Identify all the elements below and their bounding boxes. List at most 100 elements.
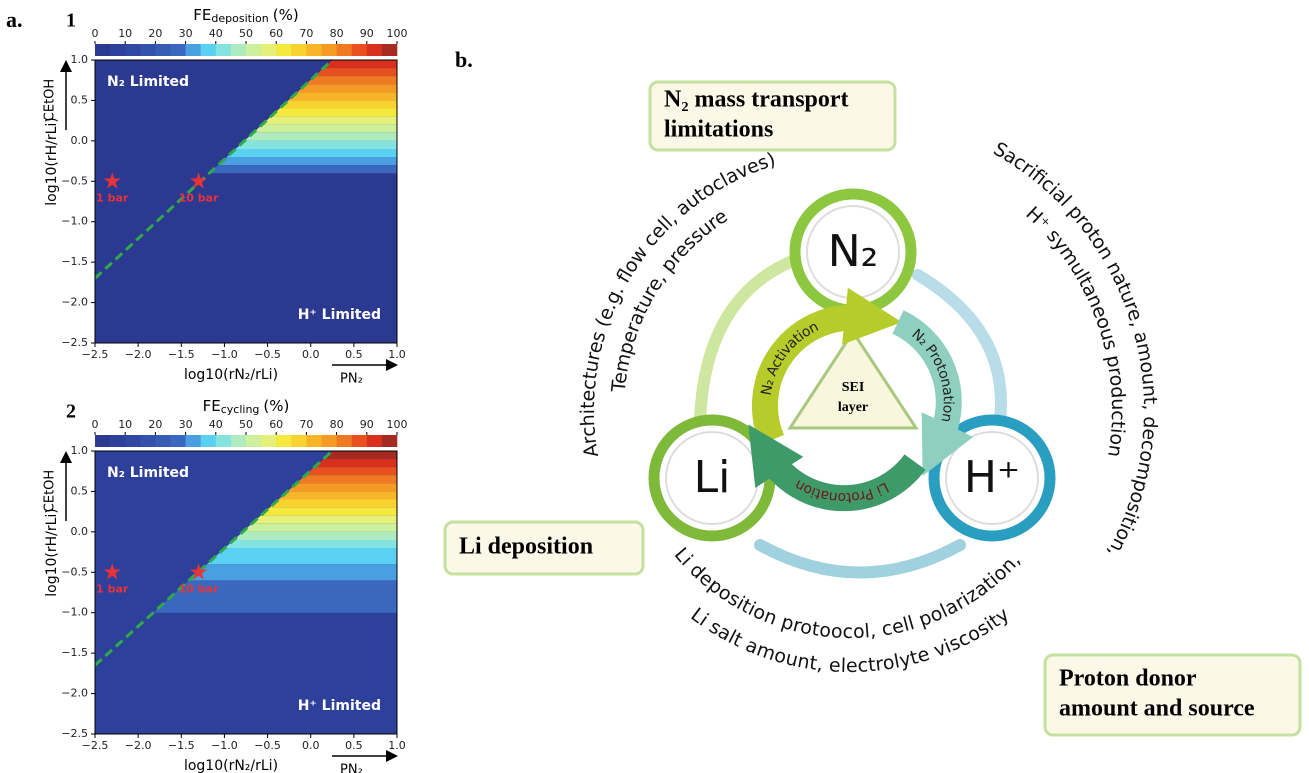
text-box [443, 520, 645, 576]
cycle-arc [694, 256, 796, 426]
x-arrow-label: PN₂ [340, 763, 363, 773]
colorbar-cell [215, 435, 232, 447]
y-tick-label: −2.0 [61, 687, 88, 700]
panel-label: a. [6, 7, 23, 32]
text-box [1043, 653, 1302, 737]
colorbar-tick-label: 10 [118, 418, 132, 431]
contour-band [296, 475, 397, 484]
contour-band [253, 124, 397, 133]
annotation: N₂ Limited [107, 465, 189, 481]
contour-band [206, 548, 397, 565]
colorbar-cell [155, 435, 171, 447]
node-label: H⁺ [964, 452, 1020, 503]
y-tick-label: −1.0 [61, 606, 88, 619]
colorbar-tick-label: 80 [330, 418, 344, 431]
box-text: limitations [664, 117, 773, 143]
colorbar-cell [291, 435, 307, 447]
colorbar-cell [381, 435, 398, 447]
boundary-line [93, 58, 334, 280]
arc-text: Architectures (e.g. flow cell, autoclave… [576, 148, 778, 459]
y-axis-label: log10(rH/rLi) [44, 117, 60, 206]
contour-band [260, 507, 397, 516]
colorbar-tick-label: 60 [269, 27, 283, 40]
colorbar-cell [336, 435, 352, 447]
colorbar-cell [95, 44, 111, 56]
node-label: Li [694, 452, 731, 503]
x-tick-label: −1.5 [168, 739, 195, 752]
contour-band [224, 539, 397, 549]
x-tick-label: −1.5 [168, 348, 195, 361]
inner-arrow [892, 310, 974, 477]
colorbar-cell [185, 44, 201, 56]
x-tick-label: 0.0 [302, 739, 320, 752]
x-tick-label: −0.5 [254, 739, 281, 752]
contour-band [270, 108, 397, 117]
y-tick-label: 0.5 [71, 484, 89, 497]
contour-band [314, 459, 397, 468]
colorbar-tick-label: 90 [360, 27, 374, 40]
colorbar-cell [336, 44, 352, 56]
star-label: 10 bar [179, 582, 219, 595]
contour-band [235, 140, 397, 149]
colorbar-cell [125, 435, 141, 447]
contour-band [189, 564, 397, 581]
panel-number: 1 [66, 10, 76, 32]
y-tick-label: −2.0 [61, 296, 88, 309]
center-label: SEI [842, 380, 865, 395]
x-axis-label: log10(rN₂/rLi) [184, 367, 278, 383]
x-tick-label: −1.0 [211, 739, 238, 752]
colorbar-label-sub: deposition [211, 12, 268, 25]
star-marker [189, 563, 208, 580]
arc-text: H⁺ symultaneous production [1022, 202, 1130, 459]
colorbar-label-main: FE [193, 6, 211, 24]
y-tick-label: 0.0 [71, 134, 89, 147]
colorbar-cell [200, 435, 217, 447]
center-label: layer [838, 400, 868, 415]
contour-band [323, 451, 397, 460]
x-tick-label: 0.5 [345, 348, 363, 361]
colorbar-cell [381, 44, 398, 56]
colorbar-cell [140, 435, 156, 447]
arc-text-path: H⁺ symultaneous production [1022, 202, 1130, 459]
star-marker [103, 172, 121, 189]
sei-triangle [787, 329, 919, 430]
x-tick-label: 1.0 [388, 739, 406, 752]
x-tick-label: −2.5 [82, 348, 109, 361]
node-label: N₂ [828, 226, 879, 277]
colorbar-cell [170, 435, 186, 447]
colorbar-tick-label: 90 [360, 418, 374, 431]
colorbar-tick-label: 40 [209, 27, 223, 40]
colorbar-cell [230, 435, 247, 447]
panel-number: 2 [66, 401, 76, 423]
colorbar-tick-label: 30 [179, 27, 193, 40]
contour-band [233, 531, 397, 540]
contour-band [209, 165, 397, 174]
colorbar-tick-label: 80 [330, 27, 344, 40]
colorbar-label: FEcycling (%) [203, 397, 290, 417]
contour-band [305, 76, 397, 85]
annotation: H⁺ Limited [298, 698, 381, 714]
colorbar-cell [291, 44, 307, 56]
x-tick-label: −2.0 [125, 739, 152, 752]
contour-band [288, 92, 397, 101]
y-tick-label: −0.5 [61, 174, 88, 187]
box-text: N₂ mass transport [664, 87, 849, 113]
contour-band [261, 116, 397, 125]
y-tick-label: −1.5 [61, 255, 88, 268]
contour-band [153, 580, 397, 613]
colorbar-label-unit: (%) [273, 6, 299, 24]
y-arrow-label: CEtOH [43, 79, 58, 121]
colorbar-cell [246, 44, 262, 56]
colorbar-cell [306, 44, 322, 56]
plot-frame [94, 59, 398, 344]
colorbar-tick-label: 70 [299, 27, 313, 40]
y-tick-label: −2.5 [61, 336, 88, 349]
star-label: 1 bar [96, 582, 129, 595]
arc-text-path: Architectures (e.g. flow cell, autoclave… [576, 148, 778, 459]
x-arrow-label: PN₂ [340, 372, 363, 387]
contour-band [218, 157, 397, 166]
colorbar-cell [306, 435, 322, 447]
colorbar-cell [110, 435, 126, 447]
colorbar-tick-label: 60 [269, 418, 283, 431]
x-tick-label: 0.5 [345, 739, 363, 752]
